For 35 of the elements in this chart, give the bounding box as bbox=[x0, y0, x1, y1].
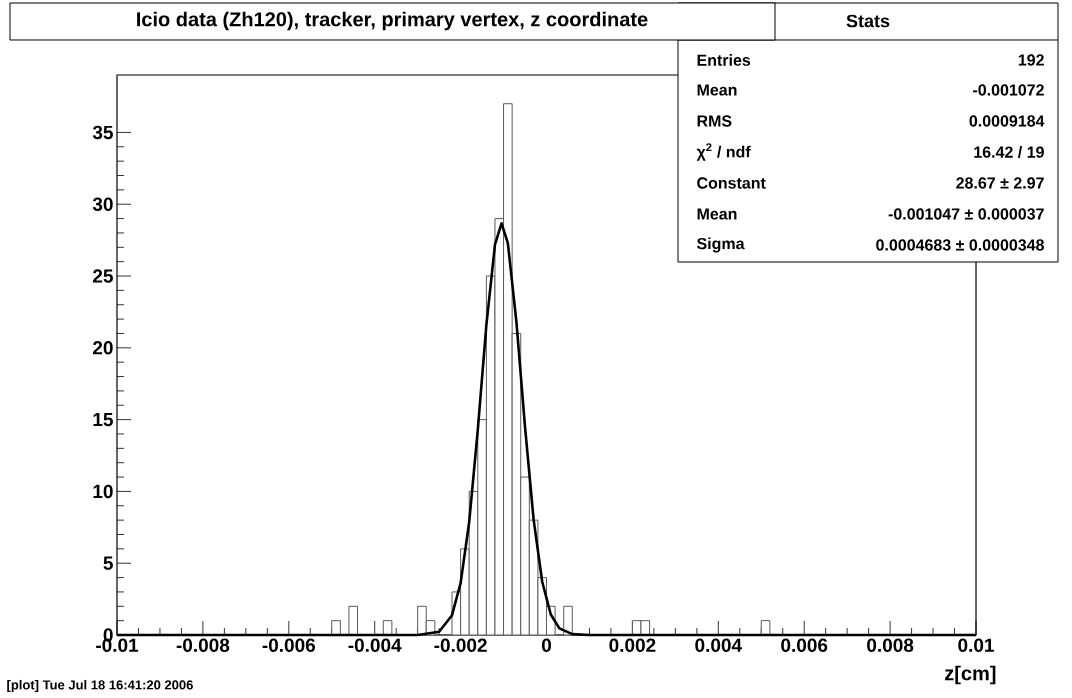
text: 192 bbox=[1018, 54, 1044, 66]
annotation: 28.67 ± 2.97 bbox=[956, 177, 1044, 189]
y-tick-label: 10 bbox=[93, 484, 113, 499]
annotation: 16.42 / 19 bbox=[974, 146, 1044, 158]
annotation: Mean bbox=[697, 84, 737, 96]
x-tick-label: 0.006 bbox=[781, 638, 828, 652]
annotation: RMS bbox=[697, 115, 732, 127]
annotation: -0.001047 ± 0.000037 bbox=[888, 208, 1044, 220]
annotation: 0.0009184 bbox=[969, 115, 1045, 127]
chart-title: Icio data (Zh120), tracker, primary vertex, z coordinate bbox=[137, 11, 648, 31]
x-tick-label: -0.008 bbox=[176, 638, 230, 652]
x-tick-label: -0.006 bbox=[262, 638, 316, 652]
y-tick-label: 15 bbox=[93, 412, 113, 427]
annotation: -0.001072 bbox=[973, 84, 1044, 96]
annotation: Constant bbox=[697, 177, 766, 189]
y-tick-label: 25 bbox=[93, 269, 113, 283]
x-axis-title: z[cm] bbox=[945, 665, 996, 685]
x-tick-label: 0.004 bbox=[695, 638, 742, 652]
annotation: 0.0004683 ± 0.0000348 bbox=[876, 239, 1044, 251]
x-tick-label: -0.002 bbox=[434, 638, 487, 652]
x-tick-label: 0.008 bbox=[867, 638, 914, 652]
y-tick-label: 35 bbox=[92, 125, 113, 140]
text: Stats bbox=[846, 14, 890, 28]
x-tick-label: 0.01 bbox=[958, 638, 994, 652]
y-tick-label: 30 bbox=[92, 197, 113, 211]
x-tick-label: 0 bbox=[541, 638, 551, 652]
text: Entries bbox=[697, 54, 751, 66]
annotation: χ$^{2}$ / ndf bbox=[696, 143, 751, 161]
y-tick-label: 5 bbox=[103, 556, 113, 570]
annotation: Sigma bbox=[697, 237, 745, 253]
annotation: Mean bbox=[697, 208, 737, 220]
x-tick-label: -0.004 bbox=[348, 638, 402, 652]
x-tick-label: 0.002 bbox=[609, 638, 656, 652]
y-tick-label: 20 bbox=[93, 341, 113, 355]
text: [plot] Tue Jul 18 16:41:20 2006 bbox=[7, 679, 193, 693]
